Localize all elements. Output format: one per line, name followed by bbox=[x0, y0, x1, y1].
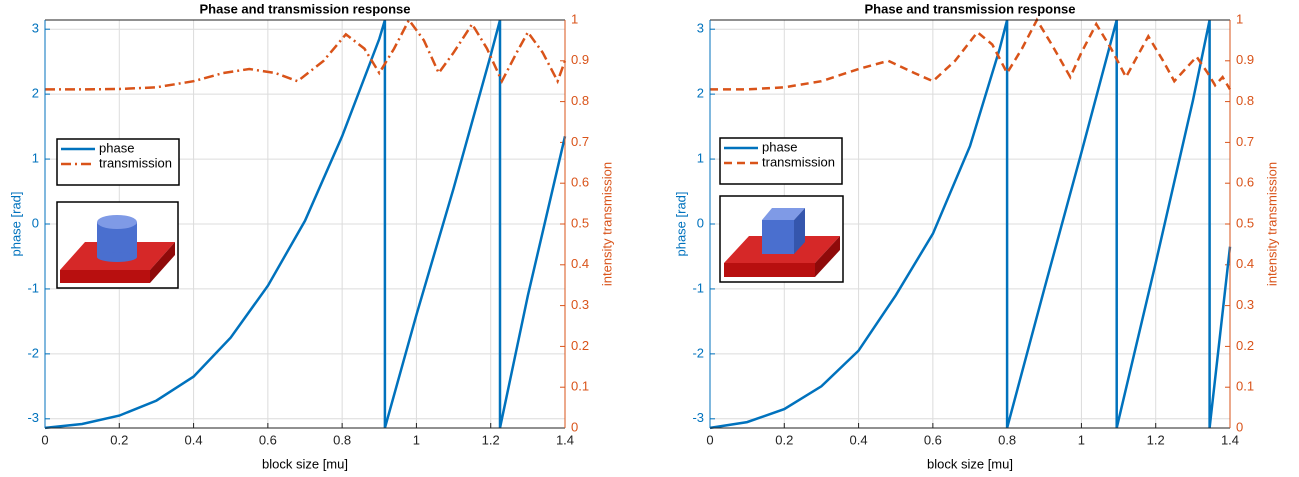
legend-label: transmission bbox=[99, 155, 172, 170]
y2-tick-label: 0.6 bbox=[1236, 175, 1254, 190]
chart-title: Phase and transmission response bbox=[865, 1, 1076, 16]
x-tick-label: 1.2 bbox=[1147, 432, 1165, 447]
x-tick-label: 0 bbox=[41, 432, 48, 447]
y2-tick-label: 0.9 bbox=[571, 52, 589, 67]
y-tick-label: 2 bbox=[697, 86, 704, 101]
y2-tick-label: 0.8 bbox=[571, 93, 589, 108]
y2-tick-label: 0 bbox=[1236, 419, 1243, 434]
y2-tick-label: 0.2 bbox=[571, 338, 589, 353]
y2-tick-label: 0.4 bbox=[1236, 256, 1254, 271]
y-tick-label: -2 bbox=[692, 345, 704, 360]
y2-tick-label: 0.9 bbox=[1236, 52, 1254, 67]
y2-tick-label: 0 bbox=[571, 419, 578, 434]
chart-title: Phase and transmission response bbox=[200, 1, 411, 16]
y2-tick-label: 0.1 bbox=[1236, 379, 1254, 394]
line-series bbox=[709, 19, 1232, 430]
y2-tick-label: 1 bbox=[571, 11, 578, 26]
y-tick-label: 2 bbox=[32, 86, 39, 101]
x-tick-label: 1.2 bbox=[482, 432, 500, 447]
legend-box bbox=[719, 137, 843, 185]
legend-label: phase bbox=[762, 139, 797, 154]
y-tick-label: 0 bbox=[32, 215, 39, 230]
y-tick-label: -3 bbox=[692, 410, 704, 425]
x-tick-label: 1.4 bbox=[556, 432, 574, 447]
x-tick-label: 0.6 bbox=[259, 432, 277, 447]
x-tick-label: 0.4 bbox=[850, 432, 868, 447]
y-tick-label: 3 bbox=[32, 21, 39, 36]
y-axis-label: phase [rad] bbox=[8, 191, 23, 256]
legend-box bbox=[56, 138, 180, 186]
y2-tick-label: 0.8 bbox=[1236, 93, 1254, 108]
line-series bbox=[45, 17, 567, 91]
y2-tick-label: 0.5 bbox=[571, 215, 589, 230]
y-tick-label: 3 bbox=[697, 21, 704, 36]
legend-label: phase bbox=[99, 140, 134, 155]
y-tick-label: -3 bbox=[27, 410, 39, 425]
y-tick-label: -1 bbox=[27, 280, 39, 295]
y-tick-label: 1 bbox=[32, 151, 39, 166]
y2-tick-label: 0.2 bbox=[1236, 338, 1254, 353]
y2-axis-label: intensity transmission bbox=[599, 162, 614, 286]
y2-tick-label: 0.6 bbox=[571, 175, 589, 190]
y-tick-label: -1 bbox=[692, 280, 704, 295]
y2-tick-label: 1 bbox=[1236, 11, 1243, 26]
cylinder-icon bbox=[56, 201, 179, 289]
x-axis-label: block size [mu] bbox=[927, 456, 1013, 471]
x-tick-label: 1.4 bbox=[1221, 432, 1239, 447]
x-tick-label: 0.8 bbox=[333, 432, 351, 447]
x-tick-label: 0 bbox=[706, 432, 713, 447]
y2-tick-label: 0.3 bbox=[1236, 297, 1254, 312]
y2-tick-label: 0.4 bbox=[571, 256, 589, 271]
x-tick-label: 0.8 bbox=[998, 432, 1016, 447]
x-tick-label: 1 bbox=[1078, 432, 1085, 447]
y-tick-label: 0 bbox=[697, 215, 704, 230]
y2-tick-label: 0.5 bbox=[1236, 215, 1254, 230]
x-tick-label: 0.6 bbox=[924, 432, 942, 447]
legend-label: transmission bbox=[762, 154, 835, 169]
y2-tick-label: 0.7 bbox=[571, 134, 589, 149]
x-tick-label: 1 bbox=[413, 432, 420, 447]
y-axis-label: phase [rad] bbox=[673, 191, 688, 256]
cube-icon bbox=[719, 195, 844, 283]
x-axis-label: block size [mu] bbox=[262, 456, 348, 471]
line-series bbox=[710, 17, 1232, 91]
x-tick-label: 0.2 bbox=[110, 432, 128, 447]
x-tick-label: 0.4 bbox=[185, 432, 203, 447]
x-tick-label: 0.2 bbox=[775, 432, 793, 447]
y-tick-label: -2 bbox=[27, 345, 39, 360]
y-tick-label: 1 bbox=[697, 151, 704, 166]
y2-tick-label: 0.3 bbox=[571, 297, 589, 312]
y2-axis-label: intensity transmission bbox=[1264, 162, 1279, 286]
y2-tick-label: 0.7 bbox=[1236, 134, 1254, 149]
y2-tick-label: 0.1 bbox=[571, 379, 589, 394]
